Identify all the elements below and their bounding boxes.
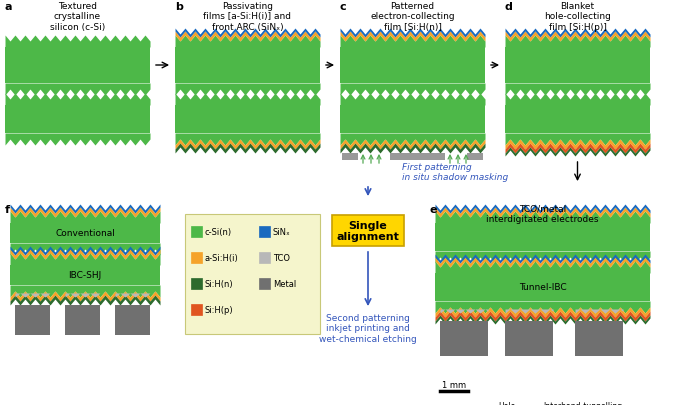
Text: Textured
crystalline
silicon (c-Si): Textured crystalline silicon (c-Si) <box>50 2 105 32</box>
Bar <box>191 278 202 289</box>
Text: Blanket
hole-collecting
film [Si:H(p)]: Blanket hole-collecting film [Si:H(p)] <box>544 2 611 32</box>
Bar <box>259 278 270 289</box>
FancyBboxPatch shape <box>332 215 404 246</box>
Text: a: a <box>5 2 12 12</box>
Text: f: f <box>5 205 10 215</box>
Bar <box>191 252 202 263</box>
Text: c-Si(n): c-Si(n) <box>205 228 232 237</box>
Text: Passivating
films [a-Si:H(i)] and
front ARC (SiNₓ): Passivating films [a-Si:H(i)] and front … <box>203 2 292 32</box>
Text: Si:H(n): Si:H(n) <box>205 279 234 288</box>
Bar <box>440 321 488 356</box>
Bar <box>505 321 553 356</box>
Bar <box>115 305 150 335</box>
Text: TCO: TCO <box>273 254 290 262</box>
Bar <box>15 305 50 335</box>
Bar <box>575 321 623 356</box>
Text: a-Si:H(i): a-Si:H(i) <box>205 254 239 262</box>
Text: Interband-tunnelling
contact for electrons: Interband-tunnelling contact for electro… <box>543 401 623 405</box>
Text: d: d <box>505 2 513 12</box>
Text: Conventional: Conventional <box>55 229 115 238</box>
Bar <box>65 305 100 335</box>
Bar <box>467 153 483 161</box>
Text: IBC-SHJ: IBC-SHJ <box>68 271 101 280</box>
Text: TCO/metal
interdigitated electrodes: TCO/metal interdigitated electrodes <box>486 205 599 224</box>
Text: Tunnel-IBC: Tunnel-IBC <box>519 283 566 292</box>
Text: Metal: Metal <box>273 279 296 288</box>
Text: Single
alignment: Single alignment <box>336 220 399 242</box>
Bar <box>191 304 202 315</box>
Text: Hole
contact: Hole contact <box>493 401 521 405</box>
Bar <box>390 153 445 161</box>
Bar <box>259 252 270 263</box>
Text: b: b <box>175 2 183 12</box>
Bar <box>342 153 358 161</box>
Bar <box>259 226 270 237</box>
Text: 1 mm: 1 mm <box>442 380 466 389</box>
FancyBboxPatch shape <box>185 215 320 334</box>
Text: Patterned
electron-collecting
film [Si:H(n)]: Patterned electron-collecting film [Si:H… <box>370 2 455 32</box>
Text: c: c <box>340 2 347 12</box>
Text: Second patterning
inkjet printing and
wet-chemical etching: Second patterning inkjet printing and we… <box>319 313 417 343</box>
Text: First patterning
in situ shadow masking: First patterning in situ shadow masking <box>403 162 509 182</box>
Text: e: e <box>430 205 438 215</box>
Text: SiNₓ: SiNₓ <box>273 228 290 237</box>
Text: Si:H(p): Si:H(p) <box>205 305 234 314</box>
Bar <box>191 226 202 237</box>
